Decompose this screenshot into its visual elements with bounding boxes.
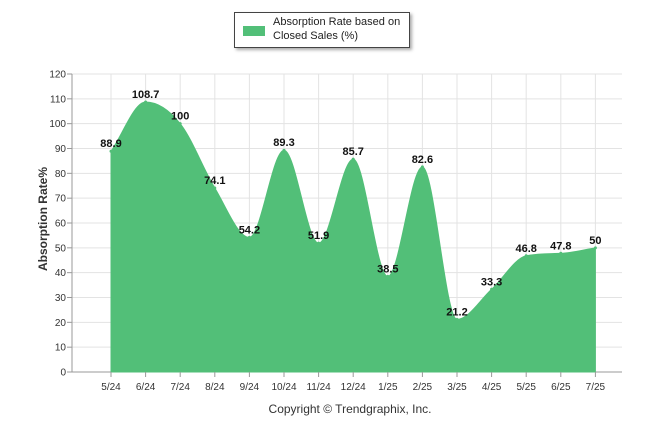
data-point <box>178 122 182 126</box>
y-tick-label: 110 <box>50 94 66 105</box>
data-label: 47.8 <box>550 240 571 252</box>
data-point <box>559 251 563 255</box>
y-tick-label: 70 <box>55 194 67 205</box>
copyright-text: Copyright © Trendgraphix, Inc. <box>268 402 432 416</box>
x-tick-label: 6/25 <box>551 382 571 393</box>
legend[interactable]: Absorption Rate based on Closed Sales (%… <box>234 12 410 48</box>
x-tick-label: 2/25 <box>413 382 433 393</box>
legend-swatch <box>243 26 265 36</box>
x-tick-label: 11/24 <box>306 382 331 393</box>
data-label: 51.9 <box>308 230 329 242</box>
data-point <box>247 235 251 239</box>
data-label: 54.2 <box>239 224 260 236</box>
x-tick-label: 6/24 <box>136 382 156 393</box>
x-tick-label: 5/25 <box>516 382 536 393</box>
x-tick-label: 7/25 <box>586 382 606 393</box>
x-tick-label: 1/25 <box>378 382 398 393</box>
data-point <box>282 148 286 152</box>
legend-label: Absorption Rate based on Closed Sales (%… <box>273 16 401 42</box>
x-tick-label: 5/24 <box>101 382 121 393</box>
x-tick-label: 4/25 <box>482 382 502 393</box>
y-tick-label: 20 <box>55 318 67 329</box>
y-axis-label: Absorption Rate% <box>36 167 50 272</box>
data-label: 85.7 <box>342 146 363 158</box>
y-tick-label: 30 <box>55 293 67 304</box>
y-tick-label: 80 <box>55 169 67 180</box>
data-point <box>213 186 217 190</box>
data-label: 21.2 <box>446 306 467 318</box>
series-area-fill <box>110 101 596 373</box>
axes: 0 10 20 30 40 50 60 70 80 90 100 110 120 5/24 6/24 7/24… <box>49 70 605 394</box>
y-tick-label: 120 <box>49 70 66 81</box>
data-point <box>109 149 113 153</box>
data-point <box>593 246 597 250</box>
x-tick-label: 12/24 <box>341 382 366 393</box>
series-area <box>109 100 597 373</box>
x-tick-label: 9/24 <box>240 382 260 393</box>
y-tick-label: 40 <box>55 268 67 279</box>
y-tick-label: 60 <box>55 219 67 230</box>
x-tick-label: 8/24 <box>205 382 225 393</box>
y-tick-label: 10 <box>55 343 67 354</box>
data-label: 50 <box>589 235 601 247</box>
data-label: 100 <box>171 111 189 123</box>
data-point <box>386 274 390 278</box>
y-tick-label: 0 <box>60 368 66 379</box>
data-labels: 88.9 108.7 100 74.1 54.2 89.3 51.9 85.7 38.5 82.6… <box>100 89 601 318</box>
data-point <box>490 287 494 291</box>
data-label: 46.8 <box>515 243 536 255</box>
data-point <box>144 100 148 104</box>
data-point <box>351 157 355 161</box>
data-point <box>420 165 424 169</box>
x-tick-label: 10/24 <box>271 382 296 393</box>
data-label: 89.3 <box>273 137 294 149</box>
data-label: 38.5 <box>377 263 398 275</box>
y-tick-label: 50 <box>55 243 67 254</box>
data-label: 88.9 <box>100 138 121 150</box>
x-tick-label: 3/25 <box>447 382 467 393</box>
data-label: 82.6 <box>412 154 433 166</box>
data-label: 33.3 <box>481 276 502 288</box>
data-point <box>524 254 528 258</box>
data-point <box>317 241 321 245</box>
x-tick-label: 7/24 <box>170 382 190 393</box>
data-label: 108.7 <box>132 89 160 101</box>
data-point <box>455 317 459 321</box>
y-tick-label: 100 <box>49 119 66 130</box>
data-label: 74.1 <box>204 175 225 187</box>
y-tick-label: 90 <box>55 144 67 155</box>
